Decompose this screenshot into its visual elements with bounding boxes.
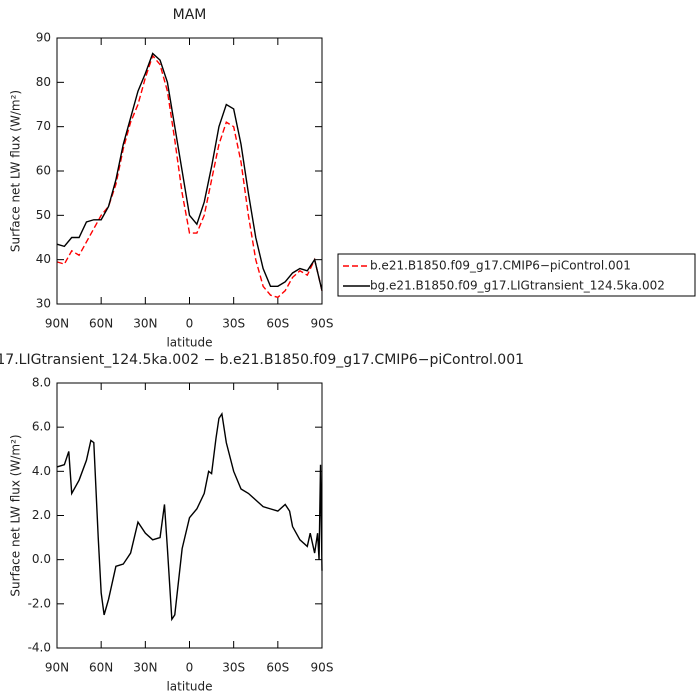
data-line (56, 412, 323, 622)
x-tick-label: 60N (89, 661, 113, 675)
x-tick-label: 30N (133, 661, 157, 675)
y-tick-label: 0.0 (32, 552, 51, 566)
x-axis-label: latitude (166, 336, 212, 350)
x-axis-label: latitude (166, 680, 212, 694)
y-tick-label: 80 (36, 75, 51, 89)
x-tick-label: 90N (45, 317, 69, 331)
y-tick-label: 8.0 (32, 376, 51, 390)
y-tick-label: 40 (36, 252, 51, 266)
chart-title: MAM (173, 7, 207, 23)
y-axis-label: Surface net LW flux (W/m²) (9, 90, 23, 252)
y-tick-label: 30 (36, 297, 51, 311)
x-tick-label: 0 (186, 661, 194, 675)
y-tick-label: 4.0 (32, 464, 51, 478)
x-tick-label: 90N (45, 661, 69, 675)
legend-box (337, 253, 696, 297)
plot-frame (56, 382, 323, 649)
y-axis-label: Surface net LW flux (W/m²) (9, 434, 23, 596)
y-tick-label: 90 (36, 31, 51, 45)
plot-frame (56, 37, 323, 305)
x-tick-label: 30S (222, 661, 245, 675)
y-tick-label: 60 (36, 164, 51, 178)
y-tick-label: 6.0 (32, 420, 51, 434)
x-tick-label: 90S (311, 661, 334, 675)
y-tick-label: -2.0 (28, 596, 51, 610)
x-tick-label: 0 (186, 317, 194, 331)
legend-label: b.e21.B1850.f09_g17.CMIP6−piControl.001 (370, 259, 631, 273)
y-tick-label: 50 (36, 208, 51, 222)
x-tick-label: 60N (89, 317, 113, 331)
x-tick-label: 90S (311, 317, 334, 331)
y-tick-label: 70 (36, 119, 51, 133)
y-tick-label: 2.0 (32, 508, 51, 522)
data-line (56, 52, 323, 291)
x-tick-label: 30S (222, 317, 245, 331)
data-line (56, 54, 323, 299)
x-tick-label: 60S (266, 317, 289, 331)
legend-label: bg.e21.B1850.f09_g17.LIGtransient_124.5k… (370, 279, 665, 293)
x-tick-label: 30N (133, 317, 157, 331)
x-tick-label: 60S (266, 661, 289, 675)
chart-title: bg.e21.B1850.f09_g17.LIGtransient_124.5k… (0, 352, 524, 368)
y-tick-label: -4.0 (28, 641, 51, 655)
